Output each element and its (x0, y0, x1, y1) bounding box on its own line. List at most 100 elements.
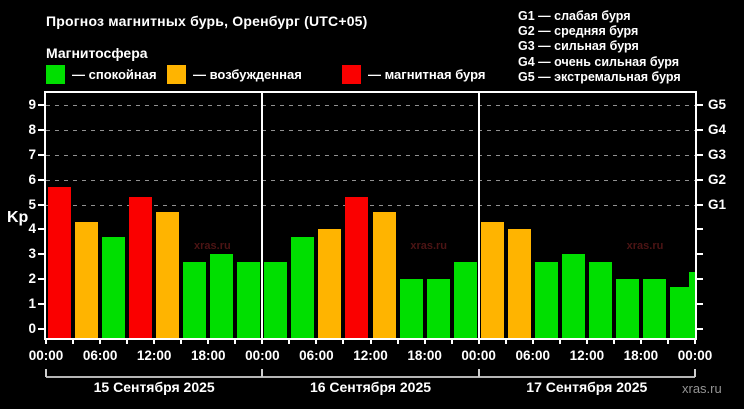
x-axis-tick (342, 338, 345, 344)
y-axis-tick (38, 278, 44, 281)
x-axis-tick (45, 338, 47, 344)
time-label: 00:00 (677, 348, 713, 363)
x-axis-tick (261, 338, 264, 344)
time-label: 12:00 (353, 348, 388, 363)
kp-bar (129, 197, 153, 338)
y-tick-label: 0 (28, 321, 36, 336)
gridline-kp5 (46, 204, 695, 206)
gridline-kp7 (46, 154, 695, 156)
kp-bar (615, 279, 639, 338)
right-axis-tick (697, 328, 703, 330)
kp-bar (75, 221, 99, 338)
time-label: 12:00 (569, 348, 605, 363)
time-label: 12:00 (136, 348, 172, 363)
time-label: 18:00 (190, 348, 226, 363)
g-level-label: G4 (708, 121, 727, 137)
kp-bar (669, 286, 693, 338)
x-axis-tick (396, 338, 399, 344)
x-axis-tick (423, 338, 426, 344)
y-axis-tick (38, 253, 44, 256)
kp-bar (102, 236, 126, 338)
kp-bar (183, 261, 207, 338)
x-axis-tick (504, 338, 507, 344)
plot-watermark: xras.ru (410, 240, 448, 252)
site-watermark: xras.ru (682, 381, 722, 396)
x-axis-tick (369, 338, 372, 344)
x-axis-tick (666, 338, 669, 344)
legend-label: — магнитная буря (368, 66, 486, 82)
day-boundary-line (261, 93, 264, 338)
kp-bar (318, 229, 342, 338)
x-axis-tick (477, 338, 480, 344)
right-axis-tick (697, 228, 703, 231)
right-axis-tick (697, 128, 703, 131)
y-tick-label: 8 (28, 121, 36, 137)
x-axis-tick (585, 338, 588, 344)
y-axis-tick (38, 328, 44, 330)
time-label: 18:00 (407, 348, 442, 363)
legend-item-storm: — магнитная буря (342, 64, 485, 84)
kp-bar (237, 261, 261, 338)
g-level-label: G5 (708, 96, 727, 112)
gridline-kp6 (46, 179, 695, 181)
day-bracket-line (46, 376, 695, 378)
kp-bar (264, 261, 288, 338)
y-axis-tick (38, 228, 44, 231)
kp-bar-partial (689, 271, 695, 338)
x-axis-tick (315, 338, 318, 344)
right-axis-tick (697, 253, 703, 256)
kp-bar (453, 261, 477, 338)
time-label: 06:00 (82, 348, 118, 363)
right-axis-tick (697, 153, 703, 156)
y-axis-tick (38, 103, 44, 106)
x-axis-tick (72, 338, 75, 344)
y-tick-label: 9 (28, 96, 36, 112)
kp-bar (399, 279, 423, 338)
kp-bar (426, 279, 450, 338)
kp-bar (642, 279, 666, 338)
kp-bar (48, 187, 71, 338)
day-bracket-tick (477, 369, 480, 377)
kp-bar (534, 261, 558, 338)
time-label: 00:00 (245, 348, 280, 363)
y-tick-label: 1 (28, 296, 36, 312)
g-legend-line: G2 — средняя буря (518, 24, 639, 39)
kp-bar (291, 236, 315, 338)
time-label: 00:00 (461, 348, 496, 363)
g-scale-legend: G1 — слабая буря G2 — средняя буря G3 — … (518, 9, 681, 85)
x-axis-tick (558, 338, 561, 344)
g-level-label: G1 (708, 196, 727, 212)
chart-title: Прогноз магнитных бурь, Оренбург (UTC+05… (46, 13, 368, 29)
y-tick-label: 5 (28, 196, 36, 212)
y-axis-tick (38, 128, 44, 131)
x-axis-tick (153, 338, 156, 344)
date-label: 16 Сентября 2025 (309, 379, 432, 395)
legend-label: — возбужденная (193, 66, 302, 82)
x-axis-tick (612, 338, 615, 344)
kp-bar (561, 254, 585, 338)
day-bracket-tick (261, 369, 264, 377)
kp-bar (588, 261, 612, 338)
time-label: 18:00 (623, 348, 659, 363)
x-axis-tick (639, 338, 642, 344)
legend-item-quiet: — спокойная (46, 64, 157, 84)
x-axis-tick (450, 338, 453, 344)
plot-watermark: xras.ru (626, 240, 664, 252)
x-axis-tick (288, 338, 291, 344)
plot-area: xras.ru xras.ru xras.ru (44, 91, 697, 340)
storm-color-swatch (342, 64, 361, 84)
day-bracket-tick (45, 369, 47, 377)
g-level-label: G2 (708, 171, 727, 187)
time-label: 06:00 (299, 348, 334, 363)
x-axis-tick (180, 338, 183, 344)
g-legend-line: G3 — сильная буря (518, 39, 639, 54)
x-axis-tick (694, 338, 696, 344)
g-legend-line: G1 — слабая буря (518, 9, 631, 23)
x-axis-tick (234, 338, 237, 344)
active-color-swatch (167, 64, 186, 84)
kp-bar (345, 197, 369, 338)
date-label: 17 Сентября 2025 (526, 379, 648, 395)
legend-label: — спокойная (72, 66, 157, 82)
gridline-kp8 (46, 129, 695, 131)
gridline-kp9 (46, 104, 695, 106)
